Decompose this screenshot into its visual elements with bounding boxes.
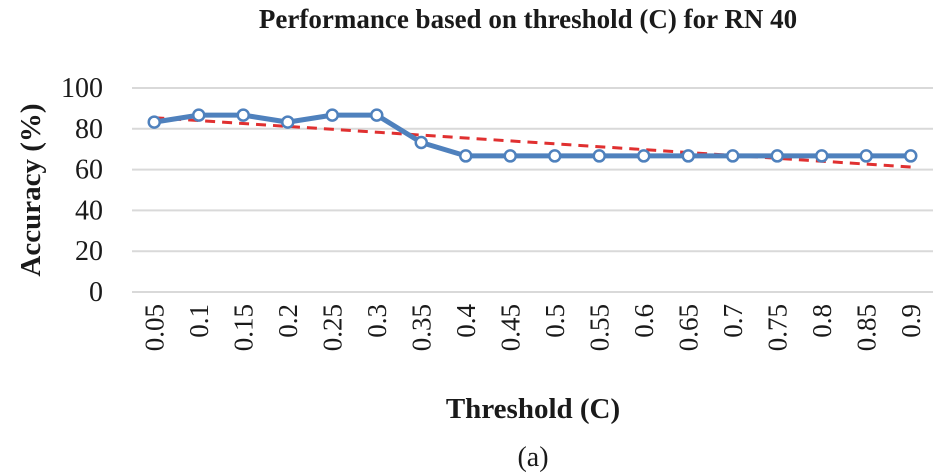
x-tick-label: 0.5 (540, 304, 570, 338)
x-tick-label: 0.75 (762, 304, 792, 351)
data-point (592, 149, 606, 163)
grid-lines (132, 87, 933, 293)
data-point (192, 108, 206, 122)
data-point (236, 108, 250, 122)
x-tick-label: 0.15 (228, 304, 258, 351)
data-point (637, 149, 651, 163)
data-point (414, 135, 428, 150)
x-tick-label: 0.65 (673, 304, 703, 351)
trendline-line (154, 116, 911, 169)
x-axis-label: Threshold (C) (446, 393, 620, 425)
y-tick-labels: 0 20 40 60 80 100 (61, 73, 103, 308)
data-point (726, 149, 740, 163)
x-tick-label: 0.8 (807, 304, 837, 338)
y-tick-label: 80 (75, 114, 103, 145)
data-point (904, 149, 918, 163)
x-tick-label: 0.1 (184, 304, 214, 338)
y-tick-label: 60 (75, 155, 103, 186)
x-tick-label: 0.45 (495, 304, 525, 351)
data-point (548, 149, 562, 163)
x-tick-label: 0.9 (896, 304, 926, 338)
data-point (459, 149, 473, 163)
trendline (154, 116, 911, 169)
caption: (a) (517, 442, 548, 473)
x-tick-label: 0.55 (584, 304, 614, 351)
x-tick-label: 0.6 (629, 304, 659, 338)
data-point (681, 149, 695, 163)
y-tick-label: 40 (75, 195, 103, 226)
x-tick-label: 0.2 (273, 304, 303, 338)
data-point (770, 149, 784, 163)
series-line (153, 112, 911, 159)
data-point (147, 115, 161, 129)
x-tick-label: 0.4 (451, 304, 481, 338)
y-tick-label: 0 (89, 277, 103, 308)
x-tick-label: 0.35 (406, 304, 436, 351)
x-tick-labels: 0.05 0.1 0.15 0.2 0.25 0.3 0.35 0.4 0.45 0.5 0.55 0… (139, 304, 926, 352)
data-point (370, 108, 384, 122)
x-tick-label: 0.3 (362, 304, 392, 338)
y-axis-label: Accuracy (%) (15, 103, 47, 276)
data-point (815, 149, 829, 163)
chart-title: Performance based on threshold (C) for R… (259, 4, 797, 34)
y-tick-label: 20 (75, 236, 103, 267)
data-point (281, 115, 295, 129)
data-series (147, 108, 918, 163)
x-tick-label: 0.7 (718, 304, 748, 338)
data-point (503, 149, 517, 163)
x-tick-label: 0.25 (317, 304, 347, 351)
data-point (325, 108, 339, 122)
x-tick-label: 0.05 (139, 304, 169, 351)
x-tick-label: 0.85 (851, 304, 881, 351)
data-point (859, 149, 873, 163)
y-tick-label: 100 (61, 73, 103, 104)
